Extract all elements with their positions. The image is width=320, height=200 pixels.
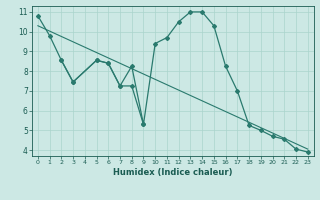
X-axis label: Humidex (Indice chaleur): Humidex (Indice chaleur) xyxy=(113,168,233,177)
